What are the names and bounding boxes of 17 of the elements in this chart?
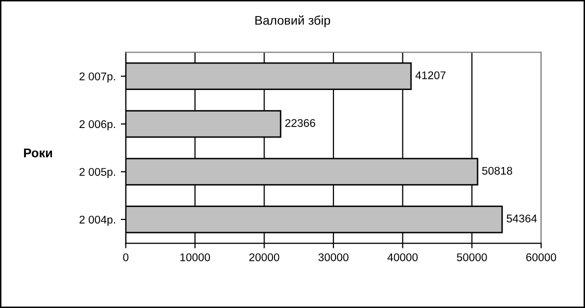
- data-label: 54364: [506, 214, 537, 222]
- data-label: 41207: [415, 71, 446, 80]
- y-tick-label: 2 005р.: [80, 168, 116, 178]
- y-tick-label: 2 006р.: [80, 120, 116, 130]
- x-tick-label: 0: [123, 253, 128, 262]
- chart-title: Валовий збір: [255, 15, 330, 28]
- x-tick-label: 40000: [387, 253, 418, 262]
- y-tick-label: 2 007р.: [80, 72, 116, 83]
- x-tick-label: 20000: [249, 253, 280, 262]
- y-tick-label: 2 004р.: [80, 216, 116, 226]
- x-tick-label: 60000: [526, 253, 556, 262]
- x-tick-label: 30000: [318, 253, 348, 262]
- x-tick-label: 10000: [180, 253, 210, 262]
- data-label: 22366: [285, 119, 316, 127]
- y-axis-title: Роки: [24, 148, 52, 158]
- data-label: 50818: [482, 166, 512, 175]
- x-tick-label: 50000: [456, 253, 487, 262]
